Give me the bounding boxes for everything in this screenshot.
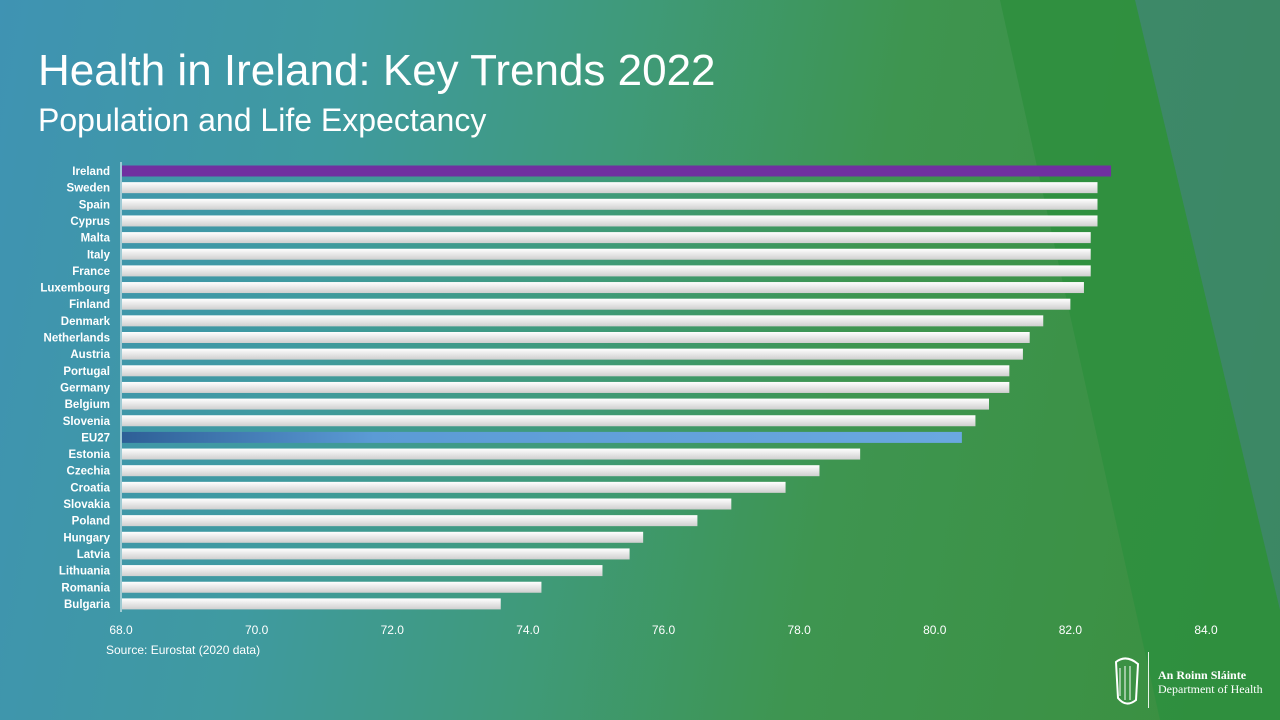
department-logo: An Roinn Sláinte Department of Health [1106, 652, 1276, 712]
bar-denmark [122, 315, 1044, 327]
category-label: Germany [60, 382, 110, 394]
bar-poland [122, 515, 698, 527]
category-label: Czechia [67, 466, 111, 478]
category-label: Bulgaria [64, 599, 111, 611]
category-label: Denmark [61, 316, 111, 328]
category-label: Slovenia [63, 416, 111, 428]
bar-latvia [122, 548, 630, 560]
category-label: Italy [87, 249, 111, 261]
x-tick-label: 70.0 [245, 623, 269, 637]
x-tick-label: 80.0 [923, 623, 947, 637]
category-label: Malta [81, 233, 111, 245]
bar-lithuania [122, 565, 603, 577]
logo-english-name: Department of Health [1158, 682, 1263, 696]
bar-netherlands [122, 332, 1030, 343]
logo-divider [1148, 652, 1149, 708]
logo-irish-name: An Roinn Sláinte [1158, 668, 1247, 682]
x-tick-label: 72.0 [381, 623, 405, 637]
category-label: Spain [79, 199, 110, 211]
category-label: Lithuania [59, 566, 111, 578]
category-label: Netherlands [44, 333, 110, 345]
category-label: France [72, 266, 110, 278]
source-note: Source: Eurostat (2020 data) [106, 643, 261, 657]
category-label: Austria [70, 349, 110, 361]
x-tick-label: 76.0 [652, 623, 676, 637]
bar-slovakia [122, 498, 732, 510]
category-label: Hungary [63, 532, 110, 544]
category-label: Sweden [67, 183, 110, 195]
x-tick-label: 74.0 [516, 623, 540, 637]
x-tick-label: 82.0 [1059, 623, 1083, 637]
page-title: Health in Ireland: Key Trends 2022 [38, 46, 716, 95]
bar-czechia [122, 465, 820, 477]
category-label: Ireland [72, 166, 110, 178]
bar-sweden [122, 182, 1098, 194]
bar-estonia [122, 448, 861, 460]
x-tick-label: 68.0 [109, 623, 133, 637]
category-label: Romania [61, 582, 110, 594]
category-label: Cyprus [70, 216, 110, 228]
category-label: Finland [69, 299, 110, 311]
bar-france [122, 265, 1091, 277]
bar-italy [122, 248, 1091, 260]
bar-romania [122, 581, 542, 593]
category-label: EU27 [81, 432, 110, 444]
bar-cyprus [122, 215, 1098, 227]
bar-slovenia [122, 415, 976, 427]
bar-spain [122, 198, 1098, 210]
bar-luxembourg [122, 282, 1084, 294]
category-label: Latvia [77, 549, 111, 561]
category-label: Belgium [65, 399, 110, 411]
bar-portugal [122, 365, 1010, 377]
page-subtitle: Population and Life Expectancy [38, 102, 487, 138]
category-label: Slovakia [63, 499, 110, 511]
bar-belgium [122, 398, 989, 410]
category-label: Estonia [68, 449, 110, 461]
category-label: Poland [72, 516, 110, 528]
x-tick-label: 78.0 [787, 623, 811, 637]
bar-croatia [122, 481, 786, 493]
bar-finland [122, 298, 1071, 310]
bar-germany [122, 381, 1010, 393]
category-label: Luxembourg [40, 283, 110, 295]
bar-austria [122, 348, 1023, 360]
bar-eu27 [122, 431, 962, 443]
category-label: Croatia [70, 482, 110, 494]
bar-bulgaria [122, 598, 501, 610]
bar-ireland [122, 165, 1112, 177]
category-label: Portugal [63, 366, 110, 378]
bar-hungary [122, 531, 644, 543]
x-tick-label: 84.0 [1194, 623, 1218, 637]
bar-malta [122, 232, 1091, 244]
harp-icon [1114, 657, 1140, 705]
